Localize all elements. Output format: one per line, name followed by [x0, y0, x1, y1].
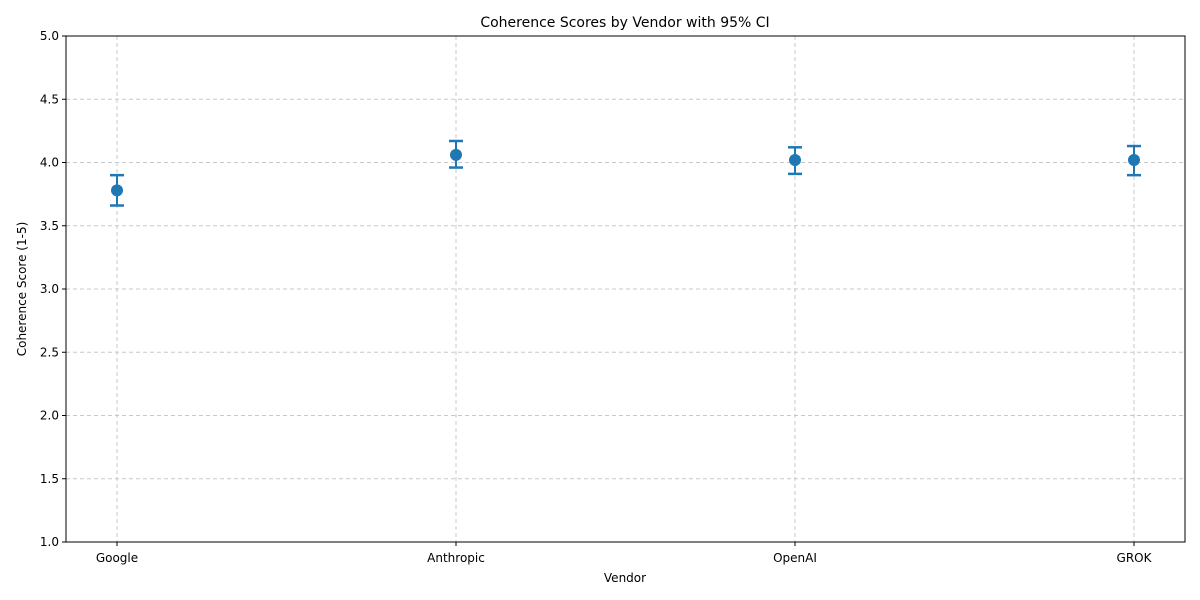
error-bar-group: [788, 146, 802, 176]
data-marks: [110, 139, 1141, 207]
error-bar-group: [110, 173, 124, 207]
x-axis-title: Vendor: [604, 571, 646, 585]
data-point: [111, 184, 123, 197]
y-tick-label: 4.0: [40, 156, 59, 170]
grid: [66, 35, 1185, 543]
y-tick-label: 2.5: [40, 345, 59, 359]
chart-title: Coherence Scores by Vendor with 95% CI: [480, 15, 769, 31]
x-tick-label: OpenAI: [773, 551, 817, 565]
y-tick-label: 3.0: [40, 282, 59, 296]
y-tick-label: 1.5: [40, 472, 59, 486]
y-tick-label: 5.0: [40, 29, 59, 43]
y-axis-ticks: 1.0 1.5 2.0 2.5 3.0 3.5 4.0 4.5 5.0: [40, 29, 66, 549]
error-bar-group: [449, 139, 463, 169]
data-point: [450, 148, 462, 161]
y-tick-label: 4.5: [40, 92, 59, 106]
error-bar-group: [1127, 144, 1141, 177]
plot-frame: [65, 35, 1186, 543]
y-axis-title: Coherence Score (1-5): [15, 222, 29, 357]
y-tick-label: 1.0: [40, 535, 59, 549]
x-tick-label: Google: [96, 551, 138, 565]
data-point: [789, 153, 801, 166]
y-tick-label: 3.5: [40, 219, 59, 233]
x-tick-label: Anthropic: [427, 551, 485, 565]
x-axis-ticks: Google Anthropic OpenAI GROK: [96, 542, 1153, 565]
y-tick-label: 2.0: [40, 409, 59, 423]
x-tick-label: GROK: [1117, 551, 1153, 565]
data-point: [1128, 153, 1140, 166]
